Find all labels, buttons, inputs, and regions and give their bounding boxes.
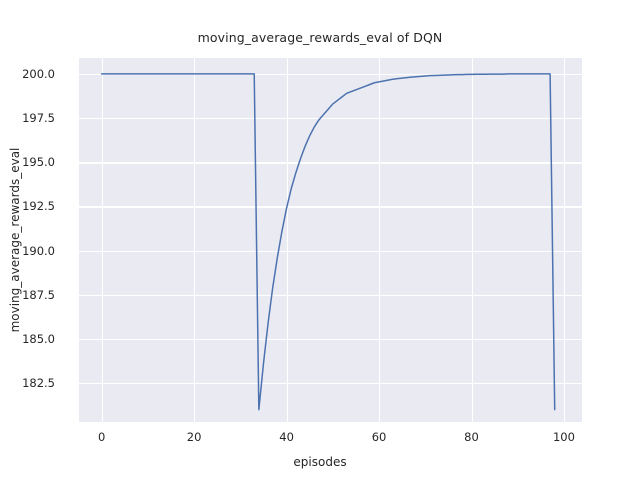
gridline-horizontal-3 <box>79 250 582 252</box>
gridline-horizontal-1 <box>79 338 582 341</box>
gridline-vertical-2 <box>286 58 288 422</box>
y-tick-label-1: 185.0 <box>22 331 55 346</box>
page-title: moving_average_rewards_eval of DQN <box>197 30 443 45</box>
y-tick-label-4: 192.5 <box>22 199 55 214</box>
y-tick-label-6: 197.5 <box>22 111 55 126</box>
gridline-horizontal-4 <box>79 206 582 208</box>
gridline-vertical-1 <box>194 58 196 422</box>
gridline-horizontal-0 <box>79 383 582 385</box>
gridline-horizontal-2 <box>79 294 582 297</box>
x-tick-label-4: 80 <box>464 430 479 444</box>
gridline-vertical-3 <box>379 58 381 422</box>
x-tick-label-0: 0 <box>97 430 106 444</box>
y-tick-label-7: 200.0 <box>22 66 55 81</box>
y-tick-label-5: 195.0 <box>22 155 55 170</box>
y-tick-label-0: 182.5 <box>22 376 55 391</box>
plot-area <box>79 58 582 422</box>
x-tick-label-2: 40 <box>279 430 294 444</box>
x-tick-label-3: 60 <box>371 430 387 444</box>
gridline-vertical-5 <box>563 58 566 422</box>
gridline-horizontal-5 <box>79 162 582 164</box>
gridline-horizontal-7 <box>79 73 582 76</box>
y-axis-label: moving_average_rewards_eval <box>8 147 22 333</box>
x-axis-label: episodes <box>293 455 347 469</box>
y-tick-label-2: 187.5 <box>22 287 55 302</box>
series-line-moving-average-rewards-eval <box>100 73 556 411</box>
x-tick-label-1: 20 <box>186 430 202 444</box>
y-tick-label-3: 190.0 <box>22 243 55 258</box>
gridline-horizontal-6 <box>79 118 582 120</box>
data-line-series <box>100 73 556 411</box>
x-tick-label-5: 100 <box>552 430 575 444</box>
gridline-vertical-0 <box>101 58 103 422</box>
gridline-vertical-4 <box>471 58 473 422</box>
